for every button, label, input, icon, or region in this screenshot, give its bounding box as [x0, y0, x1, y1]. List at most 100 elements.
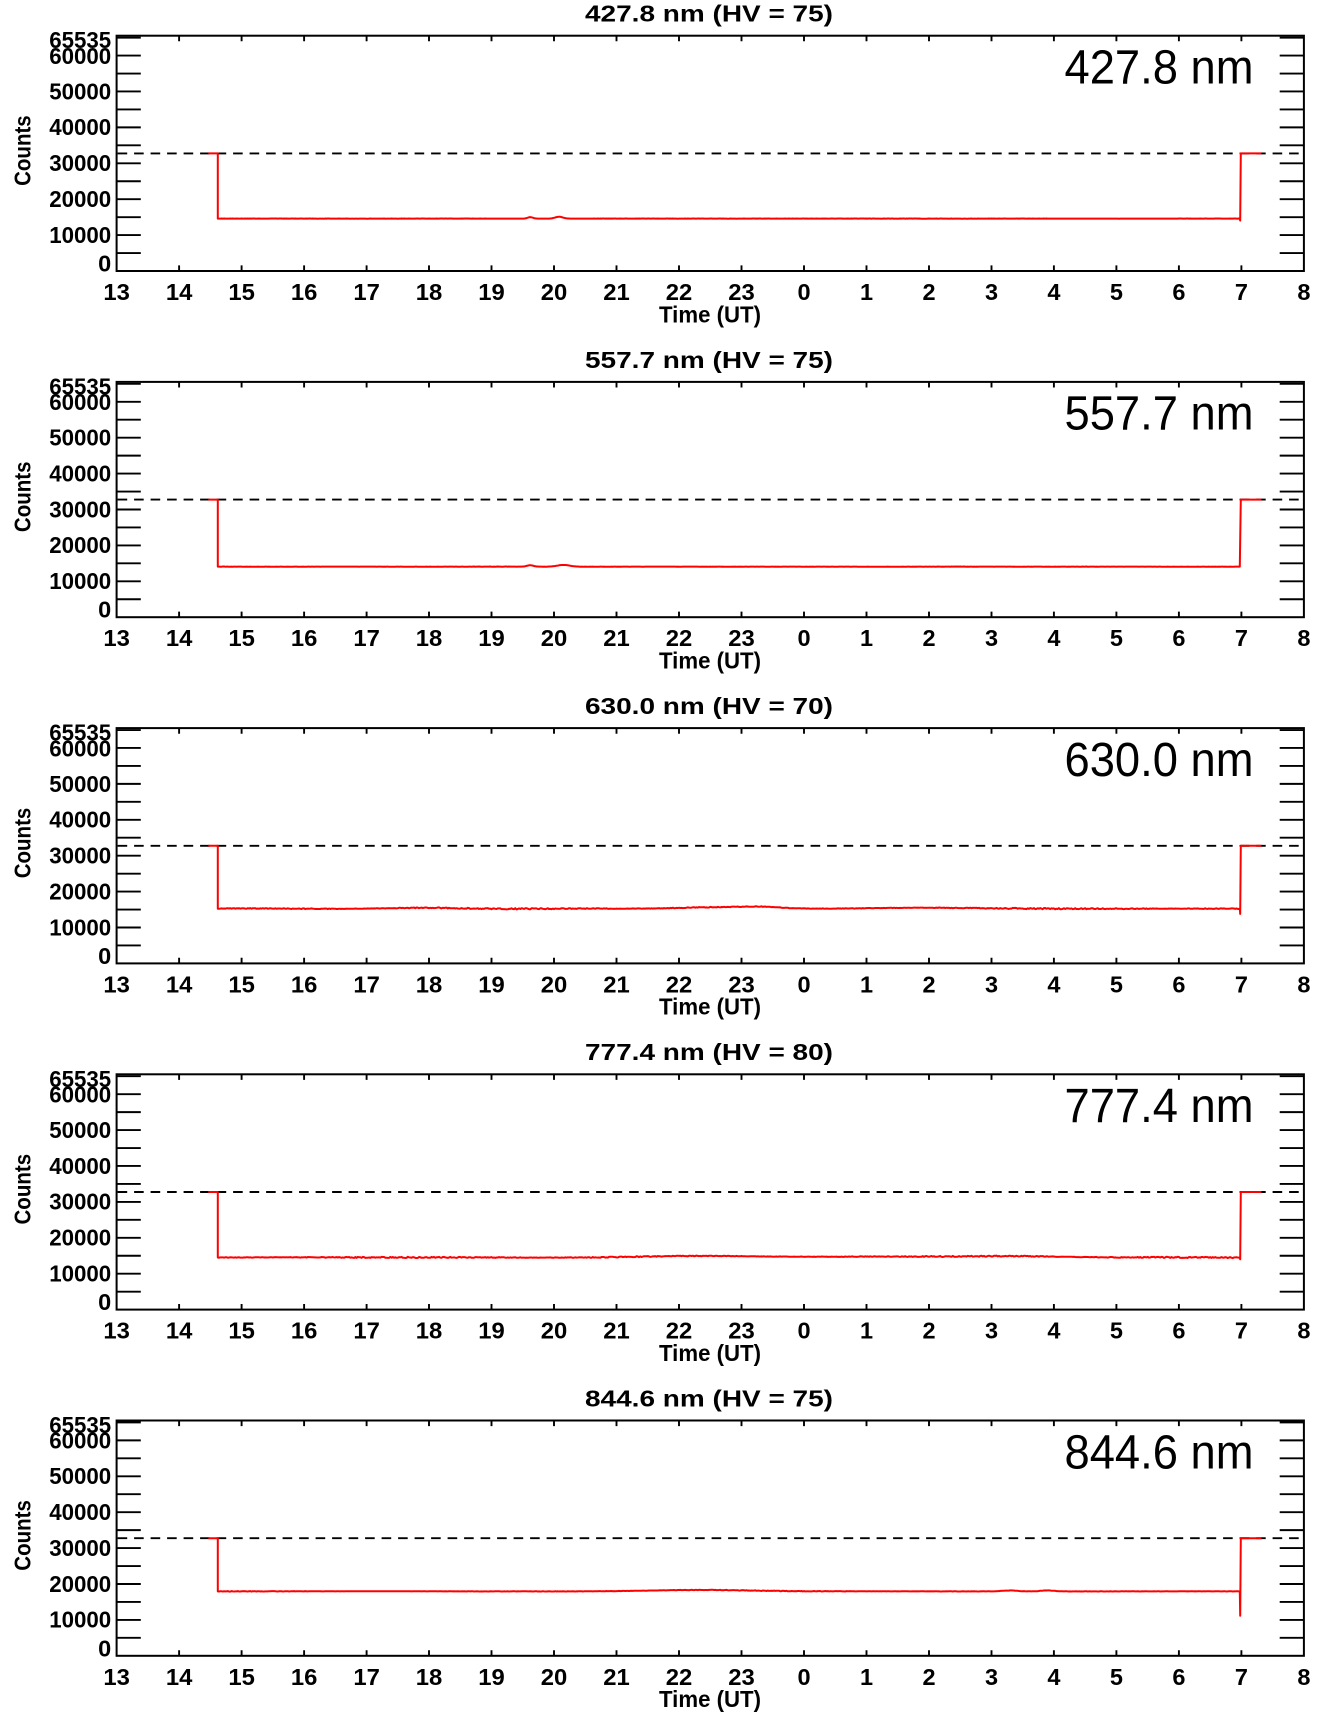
- svg-text:21: 21: [603, 625, 630, 651]
- svg-text:0: 0: [797, 625, 810, 651]
- svg-text:17: 17: [353, 1318, 380, 1344]
- svg-text:10000: 10000: [49, 222, 111, 248]
- svg-text:Time (UT): Time (UT): [659, 1340, 761, 1366]
- svg-text:20000: 20000: [49, 532, 111, 558]
- svg-text:14: 14: [166, 971, 193, 997]
- svg-text:65535: 65535: [49, 1066, 111, 1092]
- svg-text:6: 6: [1172, 279, 1185, 305]
- svg-text:19: 19: [478, 625, 505, 651]
- svg-text:20000: 20000: [49, 878, 111, 904]
- svg-text:427.8 nm: 427.8 nm: [1065, 41, 1254, 95]
- svg-text:2: 2: [922, 1318, 935, 1344]
- svg-text:15: 15: [228, 1318, 255, 1344]
- svg-text:4: 4: [1047, 1318, 1060, 1344]
- svg-text:3: 3: [985, 1318, 998, 1344]
- svg-text:1: 1: [860, 1318, 873, 1344]
- svg-text:15: 15: [228, 971, 255, 997]
- svg-text:65535: 65535: [49, 720, 111, 746]
- svg-text:50000: 50000: [49, 78, 111, 104]
- svg-text:1: 1: [860, 279, 873, 305]
- svg-text:5: 5: [1110, 1664, 1123, 1690]
- svg-text:20: 20: [541, 625, 568, 651]
- svg-text:30000: 30000: [49, 496, 111, 522]
- svg-text:10000: 10000: [49, 1607, 111, 1633]
- svg-text:0: 0: [98, 1289, 111, 1315]
- svg-text:30000: 30000: [49, 150, 111, 176]
- svg-text:18: 18: [416, 1664, 443, 1690]
- svg-text:65535: 65535: [49, 27, 111, 53]
- svg-text:40000: 40000: [49, 1153, 111, 1179]
- svg-text:1: 1: [860, 625, 873, 651]
- svg-text:Time (UT): Time (UT): [659, 994, 761, 1020]
- svg-text:20: 20: [541, 279, 568, 305]
- svg-text:22: 22: [666, 279, 693, 305]
- svg-text:18: 18: [416, 279, 443, 305]
- svg-text:2: 2: [922, 625, 935, 651]
- svg-text:844.6 nm: 844.6 nm: [1065, 1425, 1254, 1479]
- svg-text:8: 8: [1297, 625, 1310, 651]
- svg-text:19: 19: [478, 1318, 505, 1344]
- svg-text:40000: 40000: [49, 460, 111, 486]
- svg-text:13: 13: [103, 1664, 130, 1690]
- svg-text:Time (UT): Time (UT): [659, 648, 761, 674]
- svg-text:10000: 10000: [49, 568, 111, 594]
- svg-text:6: 6: [1172, 1664, 1185, 1690]
- svg-text:4: 4: [1047, 625, 1060, 651]
- svg-text:65535: 65535: [49, 1412, 111, 1438]
- svg-text:65535: 65535: [49, 373, 111, 399]
- svg-text:1: 1: [860, 1664, 873, 1690]
- svg-text:557.7 nm: 557.7 nm: [1065, 387, 1254, 441]
- svg-text:Counts: Counts: [10, 115, 36, 186]
- svg-text:557.7 nm (HV = 75): 557.7 nm (HV = 75): [585, 347, 833, 373]
- svg-text:3: 3: [985, 625, 998, 651]
- svg-text:21: 21: [603, 971, 630, 997]
- svg-text:50000: 50000: [49, 425, 111, 451]
- svg-text:1: 1: [860, 971, 873, 997]
- svg-text:Counts: Counts: [10, 808, 36, 879]
- svg-text:20000: 20000: [49, 1571, 111, 1597]
- svg-text:30000: 30000: [49, 1535, 111, 1561]
- svg-text:16: 16: [291, 625, 318, 651]
- svg-text:0: 0: [797, 1318, 810, 1344]
- svg-text:20: 20: [541, 1664, 568, 1690]
- svg-text:0: 0: [797, 1664, 810, 1690]
- svg-text:18: 18: [416, 971, 443, 997]
- svg-text:15: 15: [228, 279, 255, 305]
- svg-text:7: 7: [1235, 1318, 1248, 1344]
- svg-text:777.4 nm (HV = 80): 777.4 nm (HV = 80): [585, 1039, 833, 1065]
- svg-text:21: 21: [603, 279, 630, 305]
- svg-text:7: 7: [1235, 279, 1248, 305]
- svg-text:60000: 60000: [49, 1082, 111, 1108]
- svg-text:7: 7: [1235, 971, 1248, 997]
- svg-text:18: 18: [416, 625, 443, 651]
- svg-text:Counts: Counts: [10, 1154, 36, 1225]
- svg-text:Counts: Counts: [10, 462, 36, 533]
- svg-text:14: 14: [166, 625, 193, 651]
- svg-text:6: 6: [1172, 625, 1185, 651]
- svg-text:Time (UT): Time (UT): [659, 1686, 761, 1712]
- svg-text:427.8 nm (HV = 75): 427.8 nm (HV = 75): [585, 1, 833, 27]
- svg-text:8: 8: [1297, 1664, 1310, 1690]
- svg-text:0: 0: [98, 943, 111, 969]
- svg-text:7: 7: [1235, 1664, 1248, 1690]
- svg-text:50000: 50000: [49, 771, 111, 797]
- svg-text:20000: 20000: [49, 186, 111, 212]
- svg-text:4: 4: [1047, 1664, 1060, 1690]
- svg-text:4: 4: [1047, 971, 1060, 997]
- svg-text:16: 16: [291, 279, 318, 305]
- svg-text:0: 0: [797, 279, 810, 305]
- svg-text:3: 3: [985, 971, 998, 997]
- svg-text:5: 5: [1110, 279, 1123, 305]
- svg-text:60000: 60000: [49, 43, 111, 69]
- svg-text:10000: 10000: [49, 1261, 111, 1287]
- svg-text:777.4 nm: 777.4 nm: [1065, 1079, 1254, 1133]
- svg-text:17: 17: [353, 1664, 380, 1690]
- svg-text:15: 15: [228, 1664, 255, 1690]
- svg-text:18: 18: [416, 1318, 443, 1344]
- svg-text:0: 0: [797, 971, 810, 997]
- svg-text:4: 4: [1047, 279, 1060, 305]
- svg-text:23: 23: [728, 1664, 755, 1690]
- svg-text:5: 5: [1110, 1318, 1123, 1344]
- svg-text:30000: 30000: [49, 843, 111, 869]
- svg-text:20: 20: [541, 971, 568, 997]
